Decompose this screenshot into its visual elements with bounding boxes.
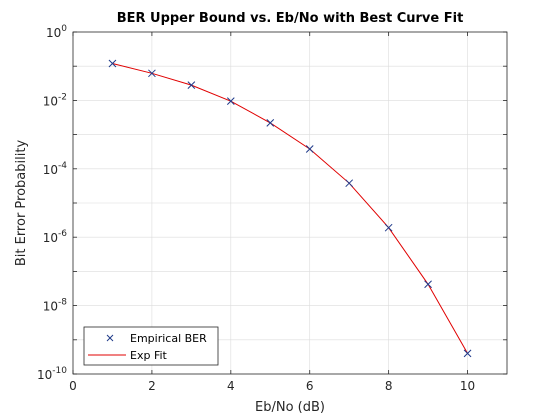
- y-tick-exponent: -10: [52, 366, 67, 376]
- marker-stroke: [384, 223, 393, 232]
- legend-label-empirical: Empirical BER: [130, 332, 207, 345]
- x-tick-label: 0: [69, 379, 77, 393]
- y-tick-label: 100: [46, 24, 67, 40]
- y-tick-exponent: 0: [61, 24, 67, 34]
- marker-stroke: [226, 97, 235, 106]
- x-tick-label: 2: [148, 379, 156, 393]
- y-tick-base: 10: [37, 368, 52, 382]
- marker-stroke: [187, 81, 196, 89]
- marker-stroke: [148, 69, 156, 78]
- x-tick-label: 10: [460, 379, 475, 393]
- y-tick-base: 10: [46, 26, 61, 40]
- y-tick-label: 10-10: [37, 366, 67, 382]
- y-axis-label: Bit Error Probability: [14, 140, 29, 267]
- marker-stroke: [266, 119, 275, 127]
- series-layer: [108, 59, 472, 358]
- marker-stroke: [108, 59, 117, 68]
- data-point-marker: [148, 69, 156, 78]
- y-tick-label: 10-4: [43, 161, 68, 177]
- y-tick-label: 10-2: [43, 92, 67, 108]
- data-point-marker: [424, 280, 432, 289]
- marker-stroke: [424, 280, 432, 289]
- x-tick-label: 4: [227, 379, 235, 393]
- data-point-marker: [305, 145, 314, 153]
- legend: Empirical BER Exp Fit: [83, 326, 219, 366]
- y-tick-exponent: -2: [58, 92, 67, 102]
- data-point-marker: [226, 97, 235, 106]
- fit-curve: [112, 63, 468, 354]
- y-tick-label: 10-8: [43, 298, 68, 314]
- data-point-marker: [266, 119, 275, 127]
- y-tick-exponent: -4: [58, 161, 67, 171]
- data-point-marker: [463, 349, 472, 358]
- y-tick-base: 10: [43, 231, 58, 245]
- y-tick-base: 10: [43, 300, 58, 314]
- y-tick-base: 10: [43, 94, 58, 108]
- x-axis-label: Eb/No (dB): [255, 400, 325, 415]
- y-tick-base: 10: [43, 163, 58, 177]
- y-tick-label: 10-6: [43, 229, 68, 245]
- chart-title: BER Upper Bound vs. Eb/No with Best Curv…: [117, 11, 464, 26]
- data-point-marker: [384, 223, 393, 232]
- x-tick-label: 6: [306, 379, 314, 393]
- legend-box: [83, 326, 219, 366]
- y-tick-exponent: -6: [58, 229, 67, 239]
- ticks: [72, 31, 507, 375]
- data-point-marker: [187, 81, 196, 89]
- marker-stroke: [463, 349, 472, 358]
- y-tick-exponent: -8: [58, 298, 67, 308]
- legend-marker-empirical: [106, 334, 114, 342]
- data-point-marker: [345, 179, 354, 188]
- legend-label-fit: Exp Fit: [130, 349, 168, 362]
- x-tick-label: 8: [385, 379, 393, 393]
- marker-stroke: [305, 145, 314, 153]
- marker-stroke: [345, 179, 354, 188]
- data-point-marker: [108, 59, 117, 68]
